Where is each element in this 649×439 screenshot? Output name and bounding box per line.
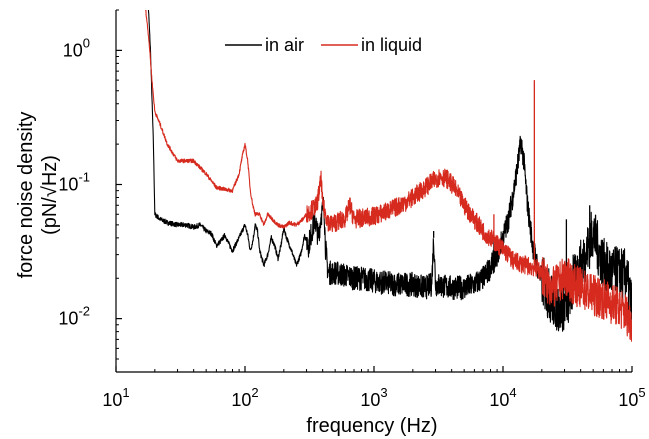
legend: in air in liquid [225, 35, 422, 55]
x-tick-label: 103 [360, 385, 387, 410]
y-tick-label: 10-2 [58, 304, 90, 329]
series-line-in-air [147, 10, 632, 332]
series-line-in-liquid [144, 10, 632, 342]
legend-label-in-liquid: in liquid [361, 35, 422, 55]
y-tick-label: 100 [63, 35, 90, 60]
series-group [144, 10, 632, 342]
legend-label-in-air: in air [265, 35, 304, 55]
x-axis-ticks: 101 102 103 104 105 [102, 366, 646, 410]
x-tick-label: 104 [489, 385, 516, 410]
plot-area [115, 10, 632, 373]
y-axis-ticks: 10-2 10-1 100 [58, 9, 122, 373]
x-tick-label: 105 [618, 385, 645, 410]
y-axis-title-line1: force noise density [15, 112, 37, 279]
y-tick-label: 10-1 [58, 170, 90, 195]
x-axis-title: frequency (Hz) [306, 415, 437, 437]
x-tick-label: 102 [231, 385, 258, 410]
y-axis-title-line2: (pN/√Hz) [39, 155, 61, 235]
x-tick-label: 101 [102, 385, 129, 410]
